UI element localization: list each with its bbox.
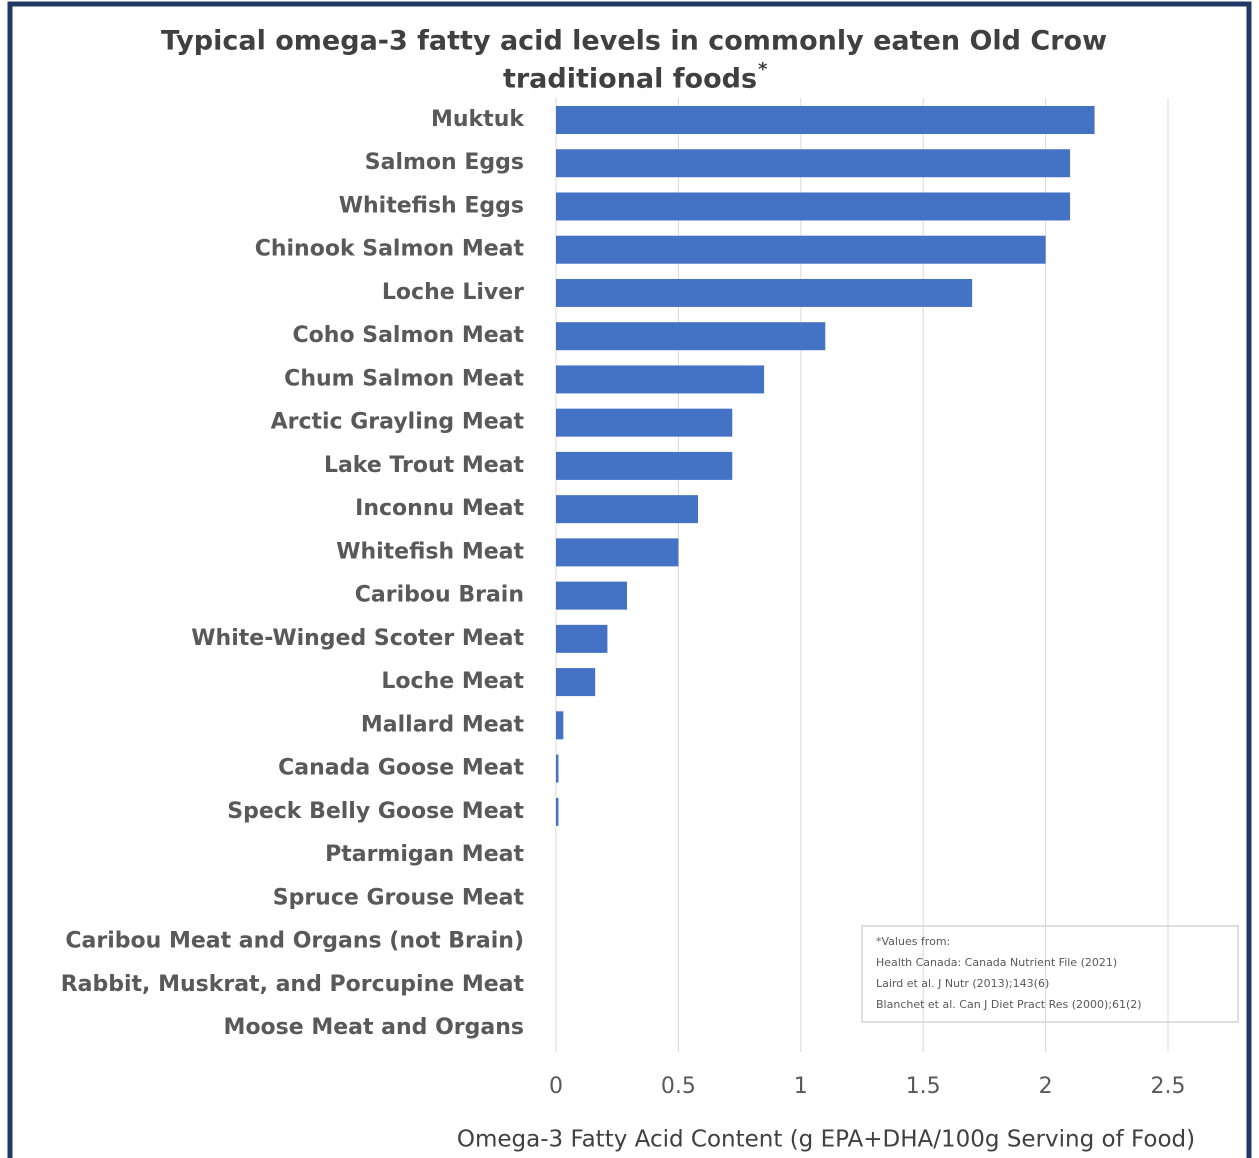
x-axis-label: Omega-3 Fatty Acid Content (g EPA+DHA/10… — [457, 1127, 1195, 1153]
y-tick-label: Spruce Grouse Meat — [273, 885, 525, 910]
bar — [556, 149, 1071, 178]
bar — [556, 797, 559, 826]
y-tick-label: Speck Belly Goose Meat — [227, 799, 524, 824]
y-tick-label: Salmon Eggs — [365, 150, 524, 175]
y-tick-label: Chinook Salmon Meat — [255, 237, 525, 262]
bar — [556, 581, 627, 610]
bar — [556, 322, 826, 351]
bar — [556, 106, 1095, 134]
y-tick-label: Whitefish Meat — [336, 539, 524, 564]
bar — [556, 365, 765, 394]
bar — [556, 192, 1071, 221]
y-tick-label: Muktuk — [431, 107, 525, 132]
x-tick-label: 1.5 — [906, 1074, 941, 1099]
y-tick-label: Moose Meat and Organs — [224, 1015, 524, 1040]
y-tick-label: Caribou Brain — [355, 583, 524, 608]
note-box — [861, 925, 1239, 1023]
y-tick-label: Canada Goose Meat — [278, 756, 524, 781]
bar — [556, 495, 698, 524]
y-tick-label: Loche Meat — [381, 669, 524, 694]
bar — [556, 754, 559, 783]
y-tick-label: Whitefish Eggs — [339, 193, 524, 218]
y-tick-label: Lake Trout Meat — [324, 453, 525, 478]
y-tick-label: Ptarmigan Meat — [325, 842, 524, 867]
y-tick-label: Chum Salmon Meat — [284, 366, 524, 391]
y-tick-label: Inconnu Meat — [355, 496, 524, 521]
x-tick-label: 0 — [549, 1074, 563, 1099]
note-line: Blanchet et al. Can J Diet Pract Res (20… — [876, 998, 1142, 1011]
y-tick-label: White-Winged Scoter Meat — [191, 626, 524, 651]
bar — [556, 668, 596, 697]
y-tick-label: Mallard Meat — [361, 712, 525, 737]
y-tick-label: Arctic Grayling Meat — [271, 410, 525, 435]
bar — [556, 408, 733, 437]
note-line: Health Canada: Canada Nutrient File (202… — [876, 956, 1117, 969]
note-line: *Values from: — [876, 935, 950, 948]
bar — [556, 278, 973, 307]
note-line: Laird et al. J Nutr (2013);143(6) — [876, 977, 1049, 990]
bar — [556, 235, 1046, 264]
x-tick-label: 2.5 — [1151, 1074, 1186, 1099]
x-tick-label: 0.5 — [661, 1074, 696, 1099]
y-tick-label: Coho Salmon Meat — [293, 323, 525, 348]
x-tick-label: 2 — [1039, 1074, 1053, 1099]
chart-title: Typical omega-3 fatty acid levels in com… — [161, 26, 1107, 57]
bar — [556, 624, 608, 653]
y-tick-label: Loche Liver — [382, 280, 524, 305]
title-marker: * — [758, 59, 768, 80]
y-tick-label: Caribou Meat and Organs (not Brain) — [65, 929, 524, 954]
chart-title: traditional foods — [503, 64, 757, 95]
bar — [556, 538, 679, 567]
bar — [556, 711, 564, 740]
x-tick-label: 1 — [794, 1074, 808, 1099]
y-tick-label: Rabbit, Muskrat, and Porcupine Meat — [61, 972, 525, 997]
bar — [556, 451, 733, 480]
